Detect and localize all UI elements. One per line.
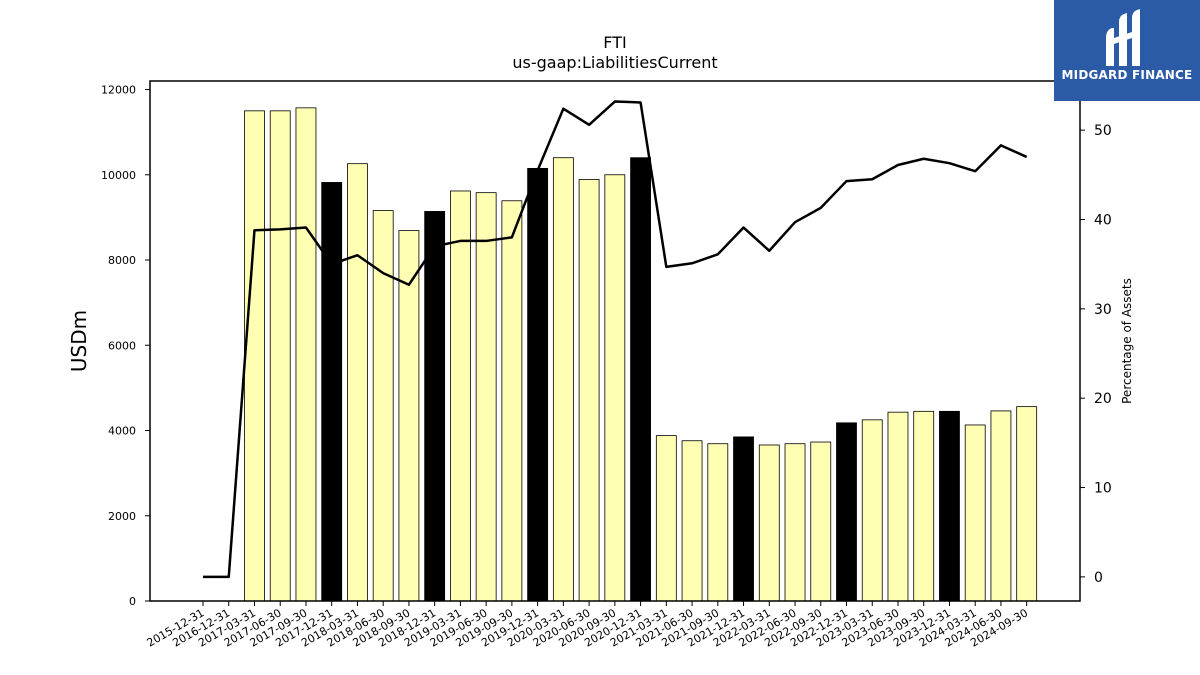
- y-tick-label: 0: [129, 595, 136, 608]
- bar-2022-09-30: [810, 441, 832, 602]
- y-axis-label: USDm: [67, 310, 91, 372]
- right-axis: 0 10 20 30 40 50: [1080, 123, 1112, 586]
- bar-2019-12-31: [527, 167, 549, 602]
- bar-2020-09-30: [604, 174, 626, 602]
- y2-tick-label: 10: [1094, 481, 1112, 497]
- chart-subtitle: us-gaap:LiabilitiesCurrent: [512, 53, 717, 72]
- left-axis: 0 2000 4000 6000 8000 10000 12000: [101, 84, 150, 608]
- line-series: [203, 100, 1028, 579]
- y2-tick-label: 50: [1094, 123, 1112, 139]
- bar-2021-09-30: [707, 443, 729, 602]
- bar-2021-03-31: [655, 435, 677, 602]
- y2-tick-label: 0: [1094, 570, 1103, 586]
- x-axis: 2015-12-312016-12-312017-03-312017-06-30…: [145, 601, 1030, 650]
- bar-2023-06-30: [887, 411, 909, 602]
- bar-series: [244, 107, 1038, 602]
- y-tick-label: 4000: [108, 425, 136, 438]
- y-tick-label: 8000: [108, 254, 136, 267]
- bar-2017-06-30: [269, 110, 291, 602]
- y2-tick-label: 40: [1094, 212, 1112, 228]
- bar-2024-06-30: [990, 410, 1012, 602]
- bar-2022-12-31: [836, 422, 857, 602]
- y2-tick-label: 20: [1094, 391, 1112, 407]
- bar-2017-09-30: [295, 107, 317, 602]
- bar-2022-06-30: [784, 443, 806, 602]
- bar-2024-09-30: [1016, 406, 1038, 602]
- y2-tick-label: 30: [1094, 302, 1112, 318]
- bar-2020-03-31: [552, 157, 574, 602]
- y-tick-label: 10000: [101, 169, 136, 182]
- bar-2020-06-30: [578, 179, 600, 602]
- bar-2019-06-30: [475, 192, 497, 602]
- brand-logo: MIDGARD FINANCE: [1054, 0, 1200, 101]
- logo-text: MIDGARD FINANCE: [1061, 68, 1193, 82]
- bar-2022-03-31: [758, 444, 780, 602]
- y-tick-label: 12000: [101, 84, 136, 97]
- bar-2018-03-31: [347, 163, 368, 602]
- bar-2019-03-31: [449, 190, 471, 602]
- bar-2019-09-30: [501, 200, 523, 602]
- bar-2021-12-31: [733, 436, 754, 602]
- plot-frame: [149, 80, 1081, 602]
- midgard-logo-icon: [1106, 9, 1140, 66]
- bar-2018-09-30: [398, 230, 420, 602]
- bar-2023-12-31: [939, 410, 960, 602]
- bar-2023-03-31: [861, 419, 883, 602]
- bar-2021-06-30: [681, 440, 703, 602]
- percentage-line: [203, 100, 1028, 579]
- y2-axis-label: Percentage of Assets: [1120, 278, 1134, 404]
- bar-2023-09-30: [913, 410, 935, 602]
- bar-2020-12-31: [630, 157, 651, 602]
- bar-2018-12-31: [424, 211, 446, 602]
- bar-2017-03-31: [244, 110, 265, 602]
- chart-title: FTI: [603, 33, 626, 52]
- y-tick-label: 6000: [108, 339, 136, 352]
- y-tick-label: 2000: [108, 510, 136, 523]
- bar-2024-03-31: [964, 424, 986, 602]
- bar-2017-12-31: [321, 182, 343, 602]
